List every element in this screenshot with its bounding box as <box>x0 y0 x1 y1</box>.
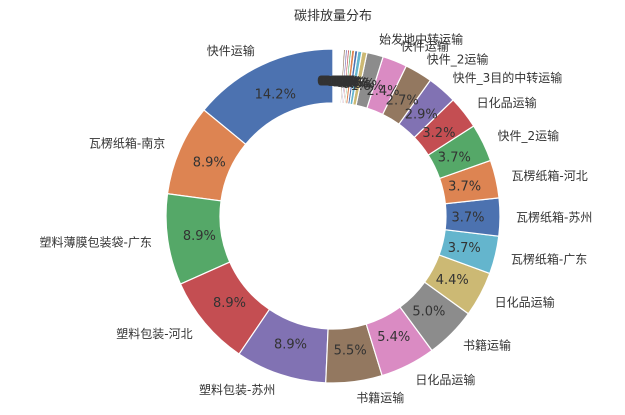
slice-percent-label: 3.7% <box>438 150 471 165</box>
slice-category-label: 书籍运输 <box>356 390 404 405</box>
slice-percent-label: 0.3% <box>333 75 366 90</box>
slice-percent-label: 2.7% <box>386 94 419 109</box>
slice-category-label: 日化品运输 <box>477 95 537 110</box>
slices-group <box>165 48 501 384</box>
slice-category-label: 瓦楞纸箱-南京 <box>89 135 165 150</box>
slice-labels-group: 快件运输瓦楞纸箱-南京塑料薄膜包装袋-广东塑料包装-河北塑料包装-苏州书籍运输日… <box>40 31 593 405</box>
slice-percent-label: 3.2% <box>422 126 455 141</box>
slice-percent-label: 8.9% <box>193 156 226 171</box>
slice-percent-label: 0.1% <box>320 75 353 90</box>
slice-percent-label: 0.2% <box>331 75 364 90</box>
slice-percent-label: 0.1% <box>324 75 357 90</box>
slice-category-label: 快件_2运输 <box>427 51 489 66</box>
slice-percent-label: 0.1% <box>322 75 355 90</box>
slice-category-label: 塑料薄膜包装袋-广东 <box>40 235 152 250</box>
slice-percent-label: 0.1% <box>319 75 352 90</box>
slice-percent-label: 2.4% <box>366 84 399 99</box>
slice-category-label: 瓦楞纸箱-广东 <box>511 251 587 266</box>
slice-category-label: 始发地中转运输 <box>379 31 463 46</box>
slice-percent-label: 2.9% <box>405 107 438 122</box>
slice-percent-label: 0.3% <box>335 76 368 91</box>
slice-percent-label: 5.5% <box>334 343 367 358</box>
slice-category-label: 塑料包装-河北 <box>116 326 192 341</box>
slice-percent-label: 0.2% <box>327 75 360 90</box>
slice-percent-label: 8.9% <box>213 296 246 311</box>
slice-percent-label: 0.1% <box>317 75 350 90</box>
slice-percent-label: 0.1% <box>323 75 356 90</box>
slice-percent-label: 0.1% <box>321 75 354 90</box>
slice-percent-label: 0.4% <box>338 76 371 91</box>
slice-category-label: 快件_2运输 <box>497 128 559 143</box>
slice-percent-label: 5.0% <box>412 305 445 320</box>
slice-category-label: 塑料包装-苏州 <box>199 382 275 397</box>
slice-category-label: 瓦楞纸箱-苏州 <box>516 210 592 225</box>
slice-percent-label: 0.1% <box>319 75 352 90</box>
slice-percent-label: 3.7% <box>448 241 481 256</box>
slice-category-label: 日化品运输 <box>495 294 555 309</box>
slice-percent-label: 0.2% <box>329 75 362 90</box>
slice-percent-label: 8.9% <box>183 229 216 244</box>
slice-category-label: 快件_3目的中转运输 <box>453 70 563 85</box>
slice-percent-label: 0.1% <box>324 75 357 90</box>
slice-percent-label: 0.1% <box>318 75 351 90</box>
slice-percent-label: 14.2% <box>255 87 296 102</box>
donut-slice <box>332 48 335 104</box>
slice-percent-label: 0.2% <box>326 75 359 90</box>
slice-percent-label: 3.7% <box>451 210 484 225</box>
chart-title: 碳排放量分布 <box>294 9 372 24</box>
slice-category-label: 快件运输 <box>207 43 255 58</box>
slice-percent-label: 8.9% <box>274 338 307 353</box>
percent-labels-group: 14.2% 8.9% 8.9% 8.9% 8.9% 5.5% 5.4%5.0% 4.4% 3.7… <box>183 75 485 359</box>
slice-category-label: 日化品运输 <box>415 372 475 387</box>
slice-category-label: 瓦楞纸箱-河北 <box>511 168 587 183</box>
slice-percent-label: 3.7% <box>448 180 481 195</box>
slice-percent-label: 1.6% <box>351 79 384 94</box>
slice-category-label: 书籍运输 <box>463 337 511 352</box>
slice-percent-label: 5.4% <box>377 330 410 345</box>
slice-percent-label: 0.5% <box>342 77 375 92</box>
slice-percent-label: 4.4% <box>436 273 469 288</box>
slice-category-label: 快件运输 <box>401 39 449 54</box>
